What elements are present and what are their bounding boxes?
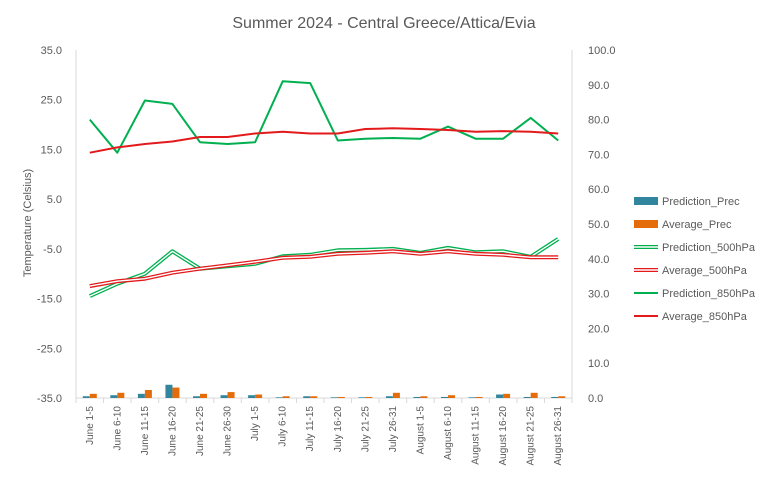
legend-label-average-prec: Average_Prec bbox=[662, 219, 732, 231]
x-tick-label: August 11-15 bbox=[471, 406, 482, 465]
bar-prediction-prec bbox=[468, 397, 476, 398]
bar-average-prec bbox=[310, 396, 318, 398]
y-left-tick-label: 35.0 bbox=[41, 45, 62, 57]
x-tick-label: July 16-20 bbox=[333, 406, 344, 453]
bar-average-prec bbox=[89, 393, 97, 398]
y-left-tick-label: -35.0 bbox=[37, 393, 62, 405]
x-tick-label: June 11-15 bbox=[140, 406, 151, 456]
bar-average-prec bbox=[282, 396, 290, 398]
bar-average-prec bbox=[117, 392, 125, 398]
y-axis-label: Temperature (Celsius) bbox=[22, 169, 34, 277]
x-tick-label: June 21-25 bbox=[195, 406, 206, 456]
legend-label-prediction-prec: Prediction_Prec bbox=[662, 196, 740, 208]
bar-average-prec bbox=[255, 394, 263, 398]
line-prediction-500hpa-inner bbox=[89, 238, 559, 297]
x-tick-label: July 1-5 bbox=[250, 406, 261, 441]
legend-label-prediction-850hpa: Prediction_850hPa bbox=[662, 288, 756, 300]
bar-prediction-prec bbox=[110, 395, 118, 398]
line-average-850hpa bbox=[89, 127, 559, 154]
y-right-tick-label: 90.0 bbox=[588, 80, 609, 92]
y-left-tick-label: 5.0 bbox=[47, 194, 62, 206]
line-average-500hpa-inner bbox=[89, 250, 559, 287]
x-tick-label: August 21-25 bbox=[526, 406, 537, 466]
line-prediction-850hpa bbox=[89, 80, 559, 154]
bar-average-prec bbox=[530, 392, 538, 398]
bar-average-prec bbox=[392, 392, 400, 398]
x-tick-label: July 26-31 bbox=[388, 406, 399, 453]
x-tick-label: July 6-10 bbox=[278, 406, 289, 447]
x-tick-label: July 21-25 bbox=[360, 406, 371, 453]
x-tick-label: August 6-10 bbox=[443, 406, 454, 460]
y-right-tick-label: 30.0 bbox=[588, 289, 609, 301]
bar-prediction-prec bbox=[165, 384, 173, 398]
bar-prediction-prec bbox=[82, 396, 90, 398]
bar-prediction-prec bbox=[137, 393, 145, 398]
bar-average-prec bbox=[503, 393, 511, 398]
y-right-tick-label: 100.0 bbox=[588, 45, 616, 57]
axis-ticks: 35.0 25.0 15.0 5.0 -5.0 -15.0 -25.0 -35.0 100.0 9… bbox=[37, 45, 616, 466]
y-left-tick-label: -15.0 bbox=[37, 294, 62, 306]
bar-prediction-prec bbox=[193, 396, 200, 398]
legend-label-prediction-500hpa: Prediction_500hPa bbox=[662, 242, 756, 254]
x-tick-label: June 16-20 bbox=[167, 406, 178, 456]
bar-average-prec bbox=[558, 396, 566, 398]
bar-prediction-prec bbox=[220, 395, 228, 398]
bar-prediction-prec bbox=[275, 397, 283, 398]
bar-prediction-prec bbox=[303, 396, 311, 398]
x-tick-label: July 11-15 bbox=[305, 406, 316, 452]
y-right-tick-label: 70.0 bbox=[588, 149, 609, 161]
x-tick-label: August 1-5 bbox=[415, 406, 426, 455]
y-left-tick-label: -5.0 bbox=[43, 244, 62, 256]
legend-label-average-500hpa: Average_500hPa bbox=[662, 265, 748, 277]
legend-label-average-850hpa: Average_850hPa bbox=[662, 311, 748, 323]
bar-prediction-prec bbox=[551, 396, 559, 398]
legend-swatch-average-prec bbox=[634, 220, 658, 228]
bar-prediction-prec bbox=[385, 396, 393, 398]
y-right-tick-label: 50.0 bbox=[588, 219, 609, 231]
legend-swatch-prediction-prec bbox=[634, 197, 658, 205]
line-average-500hpa bbox=[89, 249, 559, 289]
bar-average-prec bbox=[227, 392, 235, 398]
plot-area bbox=[75, 50, 573, 399]
bar-prediction-prec bbox=[441, 396, 448, 398]
y-left-tick-label: 15.0 bbox=[41, 144, 62, 156]
y-right-tick-label: 20.0 bbox=[588, 323, 609, 335]
bar-prediction-prec bbox=[413, 396, 421, 398]
y-right-tick-label: 0.0 bbox=[588, 393, 603, 405]
bar-prediction-prec bbox=[496, 394, 504, 398]
x-tick-label: June 26-30 bbox=[223, 406, 234, 456]
series-lines bbox=[88, 80, 560, 298]
bar-average-prec bbox=[200, 393, 207, 398]
bar-prediction-prec bbox=[248, 395, 256, 398]
line-prediction-500hpa bbox=[88, 237, 560, 298]
y-right-tick-label: 10.0 bbox=[588, 358, 609, 370]
bar-average-prec bbox=[448, 395, 455, 398]
bar-prediction-prec bbox=[523, 396, 531, 398]
bar-average-prec bbox=[365, 396, 373, 398]
x-tick-label: June 1-5 bbox=[85, 406, 96, 445]
legend: Prediction_Prec Average_Prec Prediction_50… bbox=[634, 196, 756, 323]
bar-average-prec bbox=[475, 396, 483, 398]
x-tick-label: June 6-10 bbox=[112, 406, 123, 451]
y-left-tick-label: 25.0 bbox=[41, 95, 62, 107]
bar-average-prec bbox=[337, 396, 345, 398]
chart-title: Summer 2024 - Central Greece/Attica/Evia bbox=[232, 15, 535, 32]
precipitation-bars bbox=[82, 384, 566, 398]
y-right-tick-label: 40.0 bbox=[588, 254, 609, 266]
y-right-tick-label: 60.0 bbox=[588, 184, 609, 196]
bar-average-prec bbox=[420, 396, 428, 398]
bar-average-prec bbox=[172, 387, 180, 398]
y-right-tick-label: 80.0 bbox=[588, 115, 609, 127]
x-tick-label: August 16-20 bbox=[498, 406, 509, 466]
y-left-tick-label: -25.0 bbox=[37, 343, 62, 355]
bar-prediction-prec bbox=[358, 397, 366, 398]
x-tick-label: August 26-31 bbox=[553, 406, 564, 466]
bar-average-prec bbox=[144, 389, 152, 398]
bar-prediction-prec bbox=[330, 397, 338, 398]
